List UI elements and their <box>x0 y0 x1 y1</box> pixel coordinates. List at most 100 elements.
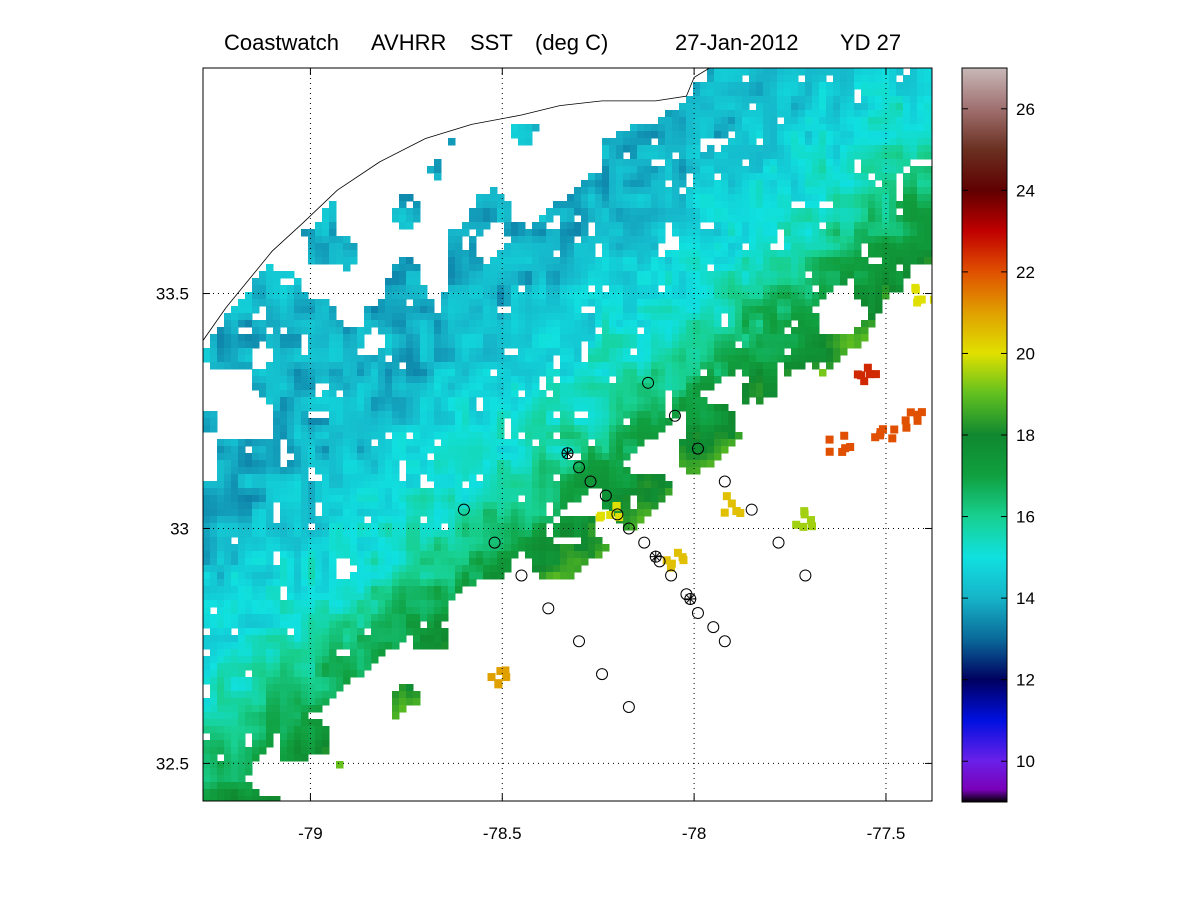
sst-cell <box>392 278 400 286</box>
sst-cell <box>203 523 211 531</box>
sst-cell <box>539 530 547 538</box>
sst-cell <box>427 383 435 391</box>
sst-cell <box>679 173 687 181</box>
sst-cell <box>714 334 722 342</box>
sst-cell <box>315 397 323 405</box>
sst-cell <box>511 327 519 335</box>
sst-cell <box>630 257 638 265</box>
sst-cell <box>875 306 883 314</box>
sst-cell <box>854 187 862 195</box>
sst-cell <box>700 166 708 174</box>
sst-cell <box>336 509 344 517</box>
sst-cell <box>301 572 309 580</box>
sst-cell <box>413 208 421 216</box>
sst-cell <box>406 327 414 335</box>
sst-cell <box>693 348 701 356</box>
sst-cell <box>413 327 421 335</box>
sst-cell <box>532 257 540 265</box>
sst-cell <box>399 523 407 531</box>
sst-cell <box>602 222 610 230</box>
sst-cell <box>910 236 918 244</box>
sst-cell <box>672 187 680 195</box>
sst-cell <box>259 572 267 580</box>
sst-cell <box>448 320 456 328</box>
sst-cell <box>245 677 253 685</box>
sst-cell <box>273 411 281 419</box>
sst-cell <box>798 271 806 279</box>
sst-cell <box>259 292 267 300</box>
sst-cell <box>308 537 316 545</box>
sst-cell <box>462 474 470 482</box>
sst-cell <box>406 390 414 398</box>
sst-cell <box>406 593 414 601</box>
sst-cell <box>511 425 519 433</box>
sst-cell <box>287 698 295 706</box>
sst-cell <box>518 355 526 363</box>
sst-cell <box>917 166 925 174</box>
sst-cell <box>266 264 274 272</box>
sst-cell <box>504 222 512 230</box>
sst-cell <box>609 306 617 314</box>
sst-cell <box>903 96 911 104</box>
sst-cell <box>567 299 575 307</box>
sst-cell <box>791 285 799 293</box>
sst-cell <box>833 250 841 258</box>
sst-cell <box>644 509 652 517</box>
sst-cell <box>455 327 463 335</box>
sst-cell <box>441 348 449 356</box>
sst-cell <box>868 236 876 244</box>
sst-cell <box>448 537 456 545</box>
sst-cell <box>847 250 855 258</box>
sst-cell <box>819 229 827 237</box>
sst-cell <box>455 537 463 545</box>
sst-cell <box>630 292 638 300</box>
sst-cell <box>735 159 743 167</box>
sst-cell <box>637 173 645 181</box>
sst-cell <box>595 453 603 461</box>
sst-cell <box>833 138 841 146</box>
sst-cell <box>308 306 316 314</box>
sst-cell <box>742 397 750 405</box>
sst-cell <box>315 621 323 629</box>
sst-cell <box>420 537 428 545</box>
sst-cell <box>735 152 743 160</box>
sst-cell <box>700 271 708 279</box>
sst-cell <box>644 390 652 398</box>
sst-cell <box>245 537 253 545</box>
sst-cell <box>574 418 582 426</box>
sst-cell <box>924 208 932 216</box>
sst-cell <box>889 208 897 216</box>
sst-cell <box>539 523 547 531</box>
sst-cell <box>238 642 246 650</box>
sst-cell <box>798 236 806 244</box>
sst-cell <box>924 166 932 174</box>
sst-cell <box>553 425 561 433</box>
sst-cell <box>399 320 407 328</box>
sst-cell <box>287 397 295 405</box>
sst-cell <box>686 404 694 412</box>
sst-cell <box>518 376 526 384</box>
sst-cell <box>406 292 414 300</box>
sst-cell <box>714 152 722 160</box>
sst-cell <box>315 705 323 713</box>
sst-cell <box>686 201 694 209</box>
sst-cell <box>707 306 715 314</box>
sst-cell <box>483 369 491 377</box>
sst-cell <box>322 607 330 615</box>
sst-cell <box>476 341 484 349</box>
sst-cell <box>728 292 736 300</box>
sst-cell <box>721 418 729 426</box>
sst-cell <box>742 187 750 195</box>
sst-cell <box>259 719 267 727</box>
sst-cell <box>546 243 554 251</box>
sst-cell <box>238 649 246 657</box>
sst-cell <box>546 292 554 300</box>
sst-cell <box>504 502 512 510</box>
sst-cell <box>763 124 771 132</box>
sst-cell <box>476 390 484 398</box>
sst-cell <box>609 215 617 223</box>
sst-cell <box>252 698 260 706</box>
sst-cell <box>574 194 582 202</box>
sst-cell <box>245 488 253 496</box>
sst-cell <box>399 257 407 265</box>
